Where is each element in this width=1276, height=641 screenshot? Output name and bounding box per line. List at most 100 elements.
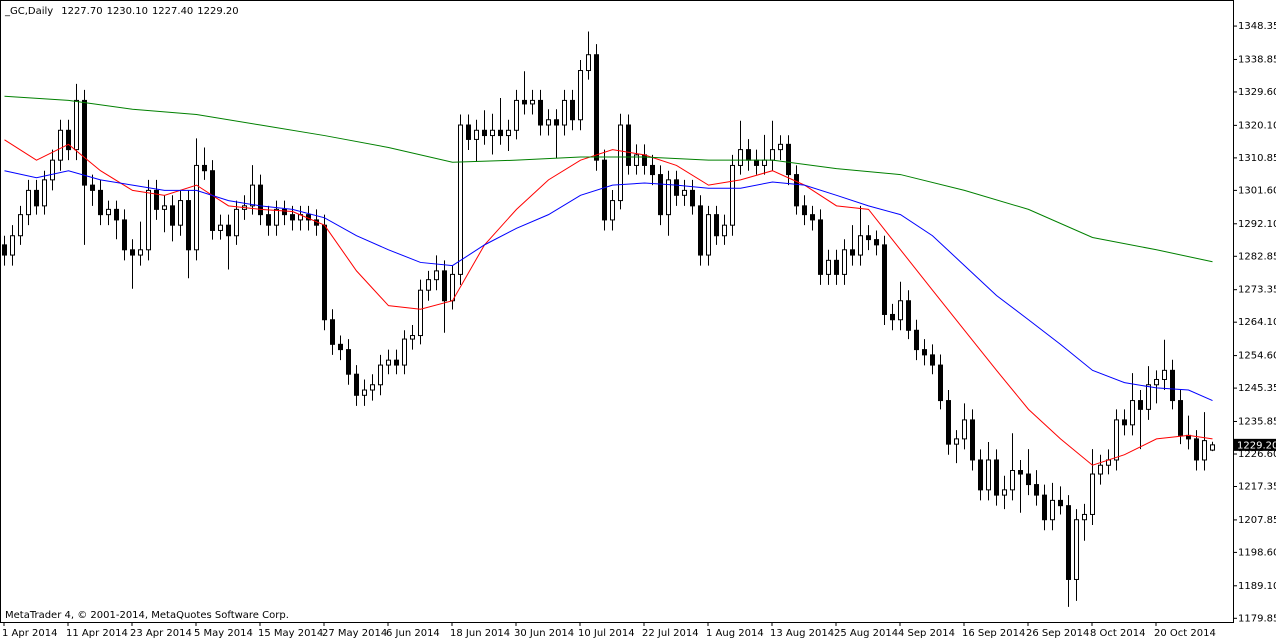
candle-body — [706, 214, 711, 256]
candle-body — [802, 205, 807, 216]
candle-body — [610, 200, 615, 221]
y-tick-label: 1320.10 — [1238, 120, 1276, 131]
footer: MetaTrader 4, © 2001-2014, MetaQuotes So… — [5, 610, 289, 621]
candle-body — [1194, 438, 1199, 461]
candle-body — [754, 159, 759, 166]
candle-body — [794, 174, 799, 207]
y-tick-label: 1310.85 — [1238, 153, 1276, 164]
candle-body — [498, 129, 503, 137]
x-tick-label: 27 May 2014 — [322, 628, 387, 639]
candle-body — [1018, 470, 1023, 475]
candle-body — [1162, 369, 1167, 380]
candle-body — [1026, 473, 1031, 486]
candle-body — [530, 99, 535, 105]
y-tick-label: 1235.85 — [1238, 416, 1276, 427]
candle-body — [842, 249, 847, 275]
x-tick-label: 10 Jul 2014 — [578, 628, 635, 639]
candle-body — [594, 54, 599, 161]
candle-body — [1170, 369, 1175, 402]
candle-body — [522, 99, 527, 105]
candle-body — [1066, 505, 1071, 580]
current-price-label: 1229.20 — [1237, 440, 1276, 451]
candle-body — [474, 129, 479, 140]
candle-body — [322, 224, 327, 321]
candle-body — [290, 214, 295, 221]
y-tick-label: 1179.85 — [1238, 613, 1276, 624]
candle-body — [274, 208, 279, 226]
y-tick-label: 1198.60 — [1238, 547, 1276, 558]
x-tick-label: 23 Apr 2014 — [130, 628, 192, 639]
candle-body — [210, 170, 215, 231]
candle-body — [1010, 470, 1015, 491]
x-tick-label: 6 Jun 2014 — [386, 628, 440, 639]
y-tick-label: 1338.85 — [1238, 54, 1276, 65]
y-tick-label: 1264.10 — [1238, 317, 1276, 328]
candle-body — [602, 159, 607, 221]
candle-body — [370, 384, 375, 391]
candle-body — [378, 364, 383, 386]
candle-body — [186, 200, 191, 251]
x-tick-label: 1 Apr 2014 — [2, 628, 57, 639]
moving-average — [4, 139, 1213, 466]
moving-average — [4, 170, 1213, 402]
marks — [2, 31, 1215, 607]
candle-body — [634, 154, 639, 166]
candle-body — [818, 219, 823, 275]
candle-body — [866, 235, 871, 241]
candle-body — [1098, 464, 1103, 475]
candle-body — [1074, 519, 1079, 580]
candle-body — [1210, 444, 1215, 451]
candle-body — [570, 99, 575, 121]
candle-body — [562, 99, 567, 126]
current-price-box — [1234, 438, 1276, 451]
x-tick-label: 26 Sep 2014 — [1026, 628, 1089, 639]
candle-body — [234, 208, 239, 237]
candle-body — [442, 270, 447, 302]
candle-body — [626, 124, 631, 166]
candle-body — [170, 205, 175, 226]
candle-body — [162, 205, 167, 210]
candle-body — [1178, 400, 1183, 436]
y-tick-label: 1226.60 — [1238, 449, 1276, 460]
header-close: 1229.20 — [197, 6, 238, 17]
candle-body — [938, 364, 943, 402]
candle-body — [450, 273, 455, 302]
candle-body — [1114, 419, 1119, 461]
candle-body — [122, 219, 127, 251]
y-tick-label: 1348.35 — [1238, 21, 1276, 32]
candle-body — [226, 224, 231, 237]
candle-body — [1122, 419, 1127, 426]
candle-body — [722, 224, 727, 237]
y-tick-label: 1254.60 — [1238, 351, 1276, 362]
candle-body — [194, 164, 199, 251]
candle-body — [2, 244, 7, 256]
candle-body — [954, 438, 959, 445]
candle-body — [354, 373, 359, 396]
y-tick-label: 1273.35 — [1238, 285, 1276, 296]
candle-body — [1130, 400, 1135, 426]
candle-body — [682, 189, 687, 196]
candle-body — [1050, 499, 1055, 521]
candle-body — [98, 189, 103, 216]
x-tick-label: 4 Sep 2014 — [898, 628, 955, 639]
candle-body — [74, 99, 79, 151]
candle-body — [338, 343, 343, 351]
candle-body — [466, 124, 471, 140]
candle-body — [1058, 499, 1063, 507]
candle-body — [490, 129, 495, 137]
candle-body — [146, 189, 151, 251]
x-tick-label: 13 Aug 2014 — [770, 628, 834, 639]
candle-body — [658, 174, 663, 216]
candle-body — [90, 184, 95, 191]
candle-body — [34, 189, 39, 207]
x-tick-label: 22 Jul 2014 — [642, 628, 699, 639]
candle-body — [362, 389, 367, 396]
candle-body — [458, 124, 463, 275]
candle-body — [394, 359, 399, 366]
candle-body — [506, 129, 511, 137]
y-tick-label: 1245.35 — [1238, 383, 1276, 394]
candle-body — [426, 279, 431, 291]
candle-body — [698, 205, 703, 256]
candle-body — [42, 179, 47, 207]
x-tick-label: 18 Jun 2014 — [450, 628, 510, 639]
